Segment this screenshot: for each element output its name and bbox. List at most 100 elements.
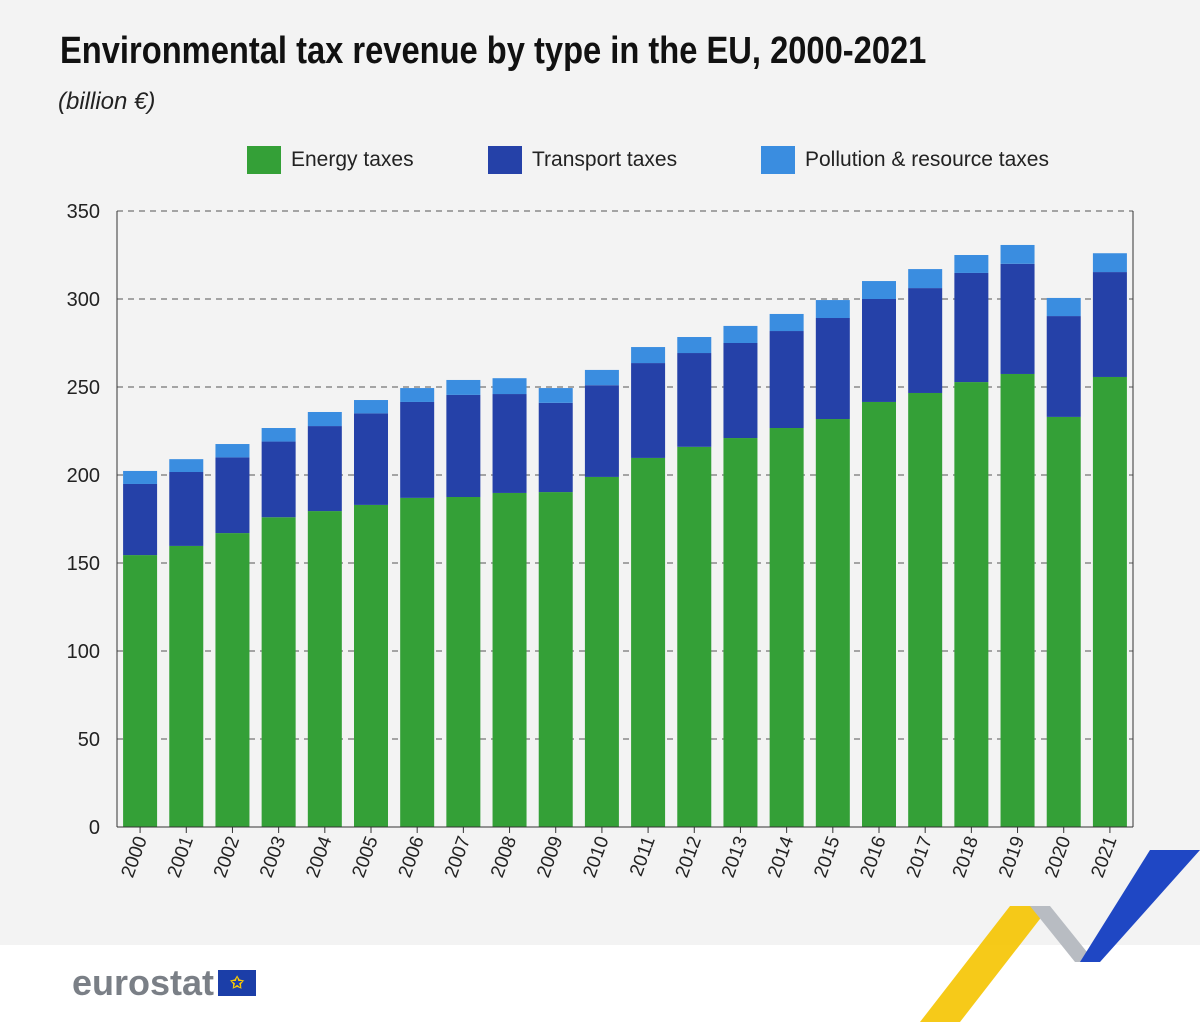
- bar-energy-taxes-2017: [908, 392, 943, 827]
- bar-transport-taxes-2005: [354, 413, 388, 505]
- bar-pollution-resource-taxes-2001: [169, 459, 204, 473]
- x-tick-label: 2015: [810, 834, 844, 881]
- x-tick-label: 2016: [857, 834, 891, 881]
- bar-energy-taxes-2016: [862, 401, 896, 827]
- x-tick-label: 2011: [626, 834, 660, 880]
- bar-transport-taxes-2001: [169, 472, 204, 546]
- legend-label: Transport taxes: [532, 148, 678, 171]
- x-tick-label: 2001: [164, 834, 198, 881]
- eu-flag-icon: ✩: [218, 970, 257, 996]
- x-tick-label: 2000: [118, 834, 152, 881]
- bar-energy-taxes-2007: [446, 497, 481, 827]
- bar-transport-taxes-2007: [446, 394, 481, 497]
- bar-energy-taxes-2005: [354, 504, 388, 827]
- bar-energy-taxes-2014: [769, 428, 804, 827]
- bar-pollution-resource-taxes-2003: [261, 428, 296, 442]
- bar-energy-taxes-2010: [584, 476, 619, 827]
- x-tick-label: 2009: [533, 834, 567, 881]
- x-tick-label: 2003: [256, 834, 290, 881]
- bar-transport-taxes-2020: [1046, 316, 1081, 417]
- bar-pollution-resource-taxes-2004: [307, 411, 342, 427]
- bar-transport-taxes-2000: [123, 483, 158, 556]
- x-tick-label: 2014: [764, 833, 798, 880]
- logo-text: eurostat: [72, 962, 215, 1003]
- bar-transport-taxes-2002: [215, 457, 250, 534]
- bar-energy-taxes-2006: [400, 497, 435, 827]
- bar-pollution-resource-taxes-2007: [446, 379, 481, 395]
- bar-energy-taxes-2009: [538, 492, 573, 827]
- bar-pollution-resource-taxes-2018: [954, 255, 989, 273]
- bar-energy-taxes-2013: [723, 438, 758, 827]
- chart-title: Environmental tax revenue by type in the…: [60, 30, 927, 72]
- bar-transport-taxes-2006: [400, 401, 435, 498]
- bar-pollution-resource-taxes-2000: [123, 470, 158, 484]
- bar-pollution-resource-taxes-2010: [584, 369, 619, 386]
- bar-energy-taxes-2000: [123, 555, 158, 827]
- eurostat-decoration: [920, 850, 1200, 1022]
- y-tick-label: 300: [67, 289, 100, 311]
- bar-transport-taxes-2003: [261, 441, 296, 518]
- bar-transport-taxes-2012: [677, 353, 712, 447]
- eurostat-logo: eurostat ✩: [72, 962, 257, 1004]
- y-tick-label: 250: [67, 377, 100, 399]
- legend-pollution: Pollution & resource taxes: [761, 146, 1049, 174]
- y-tick-label: 350: [67, 201, 100, 223]
- bar-transport-taxes-2019: [1000, 263, 1035, 374]
- bar-transport-taxes-2018: [954, 272, 989, 383]
- bar-energy-taxes-2020: [1046, 416, 1081, 827]
- x-tick-label: 2008: [487, 834, 521, 881]
- bar-transport-taxes-2015: [815, 318, 850, 420]
- legend-swatch-pollution: [761, 146, 795, 174]
- y-tick-label: 0: [89, 817, 100, 839]
- y-tick-label: 200: [67, 465, 100, 487]
- bar-pollution-resource-taxes-2020: [1046, 297, 1081, 317]
- legend-swatch-energy: [247, 146, 281, 174]
- bar-energy-taxes-2021: [1092, 376, 1127, 827]
- legend-label: Energy taxes: [291, 148, 414, 171]
- bar-transport-taxes-2004: [307, 426, 342, 512]
- bar-transport-taxes-2016: [862, 299, 896, 402]
- bar-energy-taxes-2004: [307, 511, 342, 827]
- x-tick-label: 2004: [302, 833, 336, 880]
- bar-energy-taxes-2012: [677, 446, 712, 827]
- bar-energy-taxes-2011: [631, 457, 666, 827]
- bar-transport-taxes-2013: [723, 343, 758, 439]
- legend-label: Pollution & resource taxes: [805, 148, 1049, 171]
- bar-pollution-resource-taxes-2008: [492, 378, 527, 395]
- bar-energy-taxes-2019: [1000, 373, 1035, 827]
- x-tick-label: 2007: [441, 834, 475, 881]
- y-tick-label: 50: [78, 729, 100, 751]
- bar-energy-taxes-2015: [815, 419, 850, 827]
- bar-pollution-resource-taxes-2017: [908, 269, 943, 289]
- bar-pollution-resource-taxes-2006: [400, 388, 435, 402]
- bar-pollution-resource-taxes-2021: [1092, 253, 1127, 273]
- bar-pollution-resource-taxes-2019: [1000, 244, 1035, 264]
- bar-transport-taxes-2021: [1092, 272, 1127, 377]
- chart-subtitle: (billion €): [58, 88, 156, 115]
- x-tick-label: 2013: [718, 834, 752, 881]
- bar-energy-taxes-2001: [169, 545, 204, 827]
- y-tick-label: 150: [67, 553, 100, 575]
- bar-pollution-resource-taxes-2002: [215, 444, 250, 458]
- bar-chart: 0 50 100 150 200 250 300 350 2000 2001 2002 2003 200…: [67, 201, 1134, 881]
- bar-transport-taxes-2014: [769, 331, 804, 429]
- bar-energy-taxes-2008: [492, 492, 527, 827]
- bar-pollution-resource-taxes-2009: [538, 388, 573, 403]
- bar-pollution-resource-taxes-2015: [815, 300, 850, 319]
- bar-energy-taxes-2002: [215, 533, 250, 827]
- x-tick-label: 2002: [210, 834, 244, 881]
- x-tick-label: 2006: [395, 834, 429, 881]
- bar-energy-taxes-2018: [954, 382, 989, 827]
- bar-pollution-resource-taxes-2011: [631, 347, 666, 364]
- bar-energy-taxes-2003: [261, 517, 296, 827]
- bar-transport-taxes-2009: [538, 402, 573, 493]
- bar-transport-taxes-2011: [631, 363, 666, 458]
- bar-pollution-resource-taxes-2005: [354, 400, 388, 414]
- x-tick-label: 2005: [349, 834, 383, 881]
- x-tick-label: 2010: [579, 834, 613, 881]
- legend-energy: Energy taxes: [247, 146, 414, 174]
- bar-pollution-resource-taxes-2014: [769, 313, 804, 332]
- bar-pollution-resource-taxes-2016: [862, 281, 896, 299]
- legend-swatch-transport: [488, 146, 522, 174]
- bar-transport-taxes-2010: [584, 385, 619, 477]
